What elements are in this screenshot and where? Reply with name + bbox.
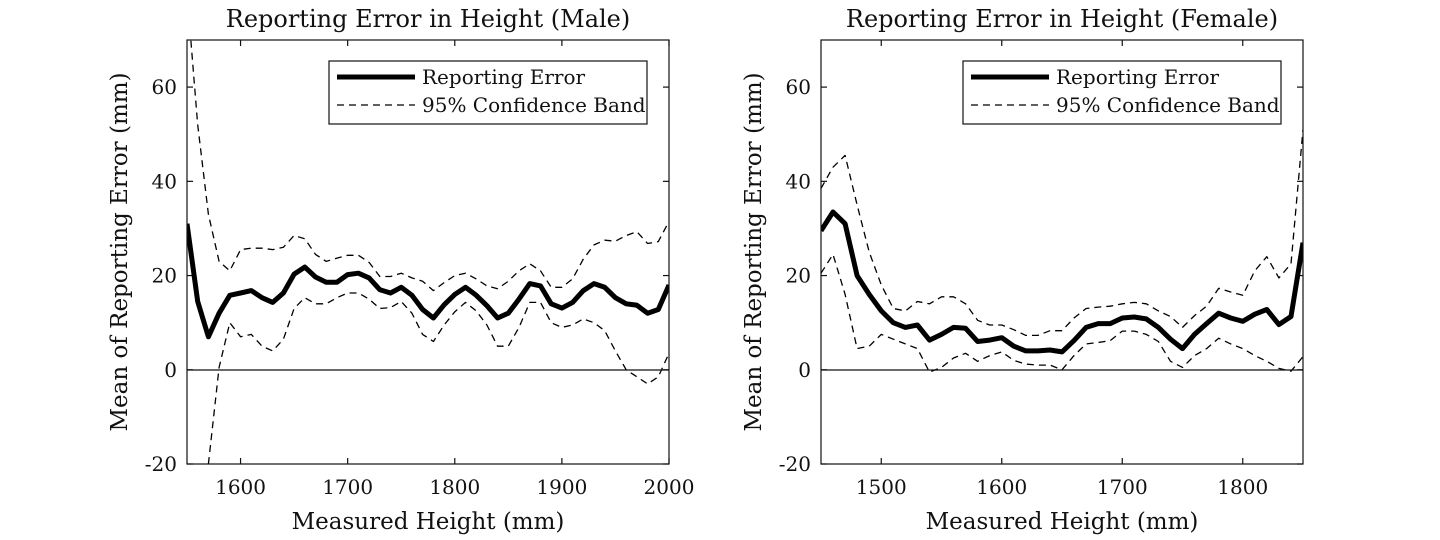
y-ticks: -20 0 20 40 60 [779, 75, 1303, 476]
y-tick-label: 60 [786, 75, 811, 99]
legend-label-reporting-error: Reporting Error [1056, 65, 1220, 89]
x-axis-label: Measured Height (mm) [926, 509, 1199, 535]
chart-title: Reporting Error in Height (Female) [846, 5, 1278, 33]
y-tick-label: 0 [164, 358, 177, 382]
x-tick-label: 1900 [536, 475, 587, 499]
y-tick-label: 60 [152, 75, 177, 99]
legend-box [328, 60, 648, 125]
legend: Reporting Error 95% Confidence Band [962, 60, 1282, 125]
y-tick-label: 40 [786, 169, 811, 193]
series-confidence-upper [190, 40, 669, 292]
series-reporting-error [187, 223, 669, 340]
y-axis-label: Mean of Reporting Error (mm) [107, 72, 133, 431]
chart-male: Reporting Error in Height (Male) Measure… [107, 5, 694, 535]
x-ticks: 1600 1700 1800 1900 2000 [215, 40, 694, 499]
y-tick-label: 20 [152, 264, 177, 288]
legend-label-reporting-error: Reporting Error [422, 65, 586, 89]
legend: Reporting Error 95% Confidence Band [328, 60, 648, 125]
x-tick-label: 1800 [429, 475, 480, 499]
axes-box [186, 39, 670, 465]
series-confidence-lower [207, 292, 669, 464]
x-tick-label: 1700 [322, 475, 373, 499]
x-tick-label: 1600 [215, 475, 266, 499]
legend-label-confidence-band: 95% Confidence Band [422, 93, 646, 117]
x-tick-label: 2000 [644, 475, 695, 499]
chart-title: Reporting Error in Height (Male) [226, 5, 631, 33]
series-confidence-upper [821, 129, 1303, 337]
y-tick-label: 40 [152, 169, 177, 193]
x-tick-label: 1800 [1217, 475, 1268, 499]
y-tick-label: 0 [798, 358, 811, 382]
y-tick-label: -20 [145, 452, 177, 476]
axes-box [820, 39, 1304, 465]
y-tick-label: 20 [786, 264, 811, 288]
legend-label-confidence-band: 95% Confidence Band [1056, 93, 1280, 117]
chart-female: Reporting Error in Height (Female) Measu… [741, 5, 1304, 535]
x-tick-label: 1700 [1097, 475, 1148, 499]
series-reporting-error [821, 209, 1303, 355]
x-axis-label: Measured Height (mm) [292, 509, 565, 535]
y-ticks: -20 0 20 40 60 [145, 75, 669, 476]
x-tick-label: 1600 [976, 475, 1027, 499]
x-ticks: 1500 1600 1700 1800 [856, 40, 1268, 499]
y-axis-label: Mean of Reporting Error (mm) [741, 72, 767, 431]
x-tick-label: 1500 [856, 475, 907, 499]
y-tick-label: -20 [779, 452, 811, 476]
series-layer [187, 40, 669, 464]
legend-box [962, 60, 1282, 125]
